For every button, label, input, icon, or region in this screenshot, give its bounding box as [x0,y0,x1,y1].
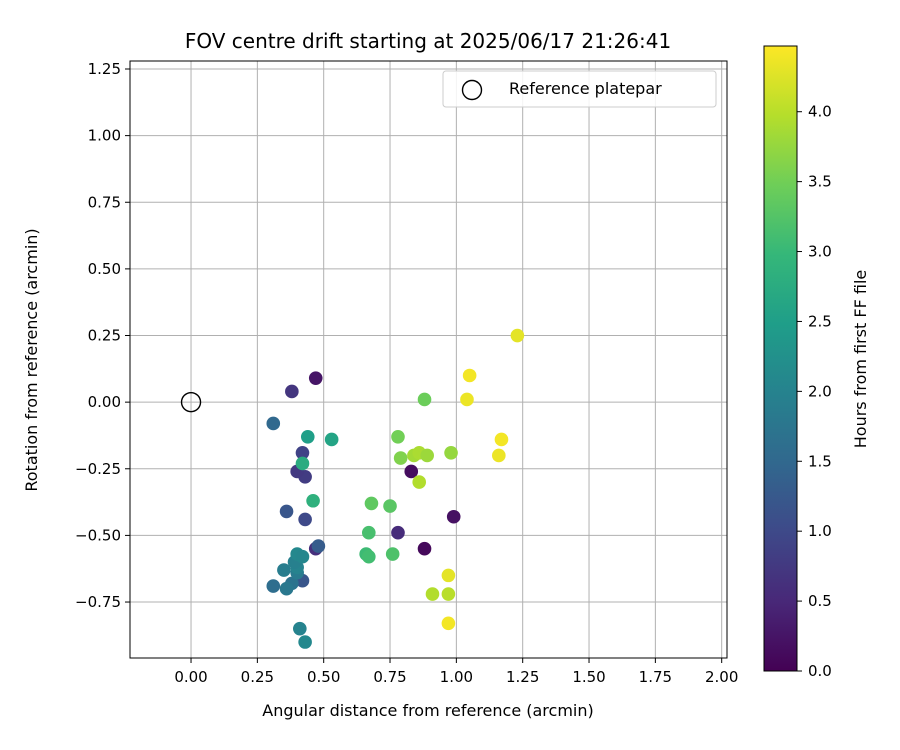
data-point [298,635,312,649]
data-point [293,621,307,636]
data-point [393,451,408,465]
data-point [446,509,461,524]
data-point [295,445,310,460]
colorbar-ticks: 0.0 0.5 1.0 1.5 2.0 2.5 3.0 3.5 4.0 [797,103,832,680]
y-axis-ticks: −0.75 −0.50 −0.25 0.00 0.25 0.50 0.75 1.00 1.25 [75,60,130,611]
colorbar-tick-label: 2.0 [808,382,832,400]
data-point [391,525,405,540]
data-point [441,587,456,601]
data-point [417,541,432,556]
data-point [391,429,405,444]
data-point [298,512,312,527]
data-point [460,392,474,407]
y-tick-label: 0.75 [88,193,121,211]
colorbar-tick-label: 4.0 [808,103,832,121]
data-point [362,525,376,540]
colorbar-tick-label: 3.0 [808,243,832,261]
data-point [383,499,397,513]
colorbar-frame [763,45,798,672]
data-point [277,563,291,577]
colorbar-tick-label: 3.5 [808,173,832,191]
data-point [279,581,294,596]
x-axis-ticks: 0.00 0.25 0.50 0.75 1.00 1.25 1.50 1.75 2.00 [174,658,738,686]
data-point [295,456,310,471]
data-point [404,464,419,479]
data-point [279,504,294,519]
colorbar-label: Hours from first FF file [851,270,870,449]
x-tick-label: 0.75 [373,668,406,686]
legend-box [442,70,717,108]
y-tick-label: 1.00 [88,127,121,145]
plot-frame [129,60,728,659]
data-point [492,448,506,463]
data-point [444,445,458,460]
legend-label: Reference platepar [509,79,662,98]
data-point [266,579,281,593]
y-tick-label: 1.25 [88,60,121,78]
data-point [364,496,379,511]
y-tick-label: −0.50 [75,526,121,544]
x-tick-label: 0.00 [174,668,207,686]
x-tick-label: 1.75 [639,668,672,686]
data-points [266,328,525,649]
y-tick-label: 0.25 [88,327,121,345]
data-point [417,392,432,407]
colorbar-gradient [764,46,797,671]
data-point [300,429,315,444]
colorbar-tick-label: 0.0 [808,662,832,680]
x-axis-label: Angular distance from reference (arcmin) [262,701,593,720]
data-point [425,587,440,601]
x-tick-label: 0.25 [241,668,274,686]
x-tick-label: 1.25 [506,668,539,686]
data-point [412,475,427,489]
x-tick-label: 1.50 [572,668,605,686]
y-tick-label: −0.75 [75,593,121,611]
data-point [266,416,281,431]
grid-lines [130,61,727,658]
data-point [510,328,525,343]
data-point [311,539,326,553]
data-point [308,371,323,385]
legend-marker-icon [461,79,483,101]
y-tick-label: −0.25 [75,460,121,478]
colorbar-tick-label: 2.5 [808,312,832,330]
reference-marker-layer [180,391,202,413]
data-point [285,384,299,399]
data-point [494,432,509,447]
data-point [306,493,320,508]
colorbar-tick-label: 0.5 [808,592,832,610]
data-point [385,547,400,561]
data-point [420,448,434,463]
data-point [324,432,339,447]
colorbar: 0.0 0.5 1.0 1.5 2.0 2.5 3.0 3.5 4.0 Hours from f… [763,45,870,680]
y-tick-label: 0.00 [88,393,121,411]
legend: Reference platepar [442,70,717,108]
data-point [462,368,477,383]
y-axis-label: Rotation from reference (arcmin) [22,228,41,491]
data-point [441,616,456,631]
x-tick-label: 1.00 [440,668,473,686]
data-point [441,568,456,583]
y-tick-label: 0.50 [88,260,121,278]
colorbar-tick-label: 1.5 [808,452,832,470]
x-tick-label: 0.50 [307,668,340,686]
chart-title: FOV centre drift starting at 2025/06/17 … [185,29,671,53]
reference-platepar-marker [180,391,202,413]
data-point [362,549,376,564]
data-point [295,549,310,564]
x-tick-label: 2.00 [705,668,738,686]
colorbar-tick-label: 1.0 [808,522,832,540]
